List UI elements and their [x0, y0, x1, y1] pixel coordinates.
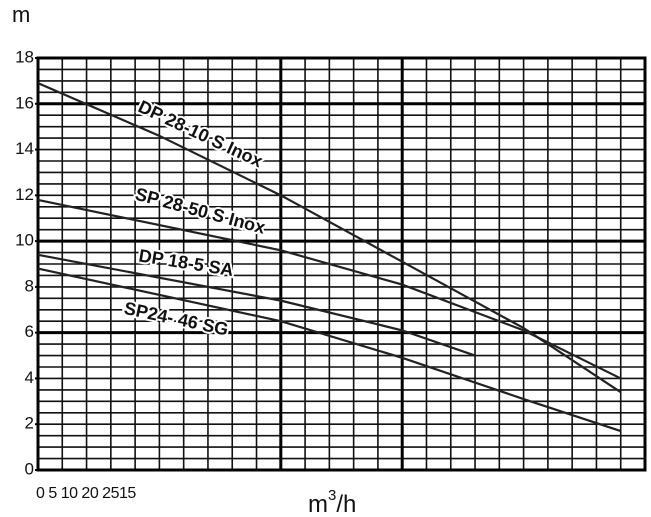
curve [37, 267, 622, 433]
y-tick-label: 8 [25, 276, 34, 295]
x-axis-title-base: m [308, 491, 328, 517]
x-axis-title-rest: /h [336, 491, 356, 517]
y-tick-label: 12 [15, 185, 34, 204]
y-axis-title: m [12, 2, 30, 27]
x-axis-title: m3/h [308, 487, 356, 517]
y-tick-label: 10 [15, 231, 34, 250]
x-axis-title-sup: 3 [328, 487, 336, 504]
y-tick-label: 4 [25, 368, 34, 387]
y-tick-label: 14 [15, 139, 34, 158]
y-tick-label: 18 [15, 47, 34, 66]
x-tick-labels: 0 5 10 20 2515 [36, 485, 136, 502]
y-tick-label: 0 [25, 459, 34, 478]
plot-frame [36, 56, 647, 472]
y-tick-label: 6 [25, 322, 34, 341]
curve [37, 198, 622, 380]
y-tick-label: 2 [25, 414, 34, 433]
y-tick-label: 16 [15, 93, 34, 112]
curve [37, 253, 476, 357]
